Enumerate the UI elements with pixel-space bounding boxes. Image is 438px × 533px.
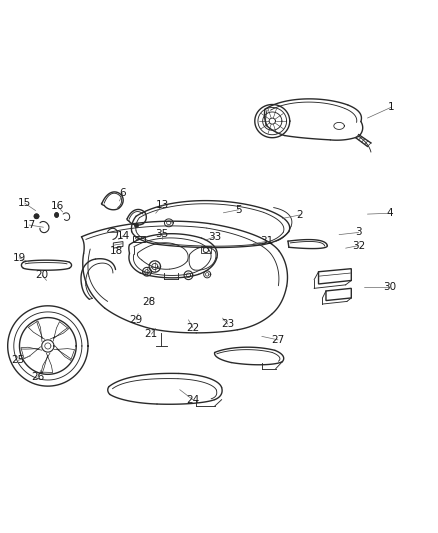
Text: 28: 28 [142,297,156,308]
Text: 1: 1 [388,102,395,112]
Text: 22: 22 [186,322,199,333]
Text: 24: 24 [186,394,199,405]
Text: 13: 13 [155,200,169,211]
Text: 25: 25 [11,356,25,365]
Text: 2: 2 [297,210,303,220]
Text: 17: 17 [22,220,36,230]
Text: 29: 29 [129,315,143,325]
Text: 27: 27 [271,335,285,345]
Text: 26: 26 [31,372,44,382]
Text: 14: 14 [117,231,130,241]
Text: 35: 35 [155,229,169,239]
Polygon shape [55,213,58,217]
Text: 31: 31 [261,236,274,246]
Text: 19: 19 [12,253,26,263]
Text: 20: 20 [35,270,49,280]
Text: 23: 23 [221,319,234,329]
Text: 15: 15 [18,198,32,208]
Text: 16: 16 [51,201,64,211]
Text: 6: 6 [120,188,126,198]
Text: 3: 3 [355,228,362,237]
Text: 5: 5 [235,205,242,215]
Text: 32: 32 [352,240,365,251]
Polygon shape [34,214,39,219]
Text: 30: 30 [383,282,396,293]
Text: 21: 21 [145,329,158,339]
Text: 18: 18 [110,246,123,256]
Text: 33: 33 [208,232,221,242]
Text: 4: 4 [386,208,392,218]
